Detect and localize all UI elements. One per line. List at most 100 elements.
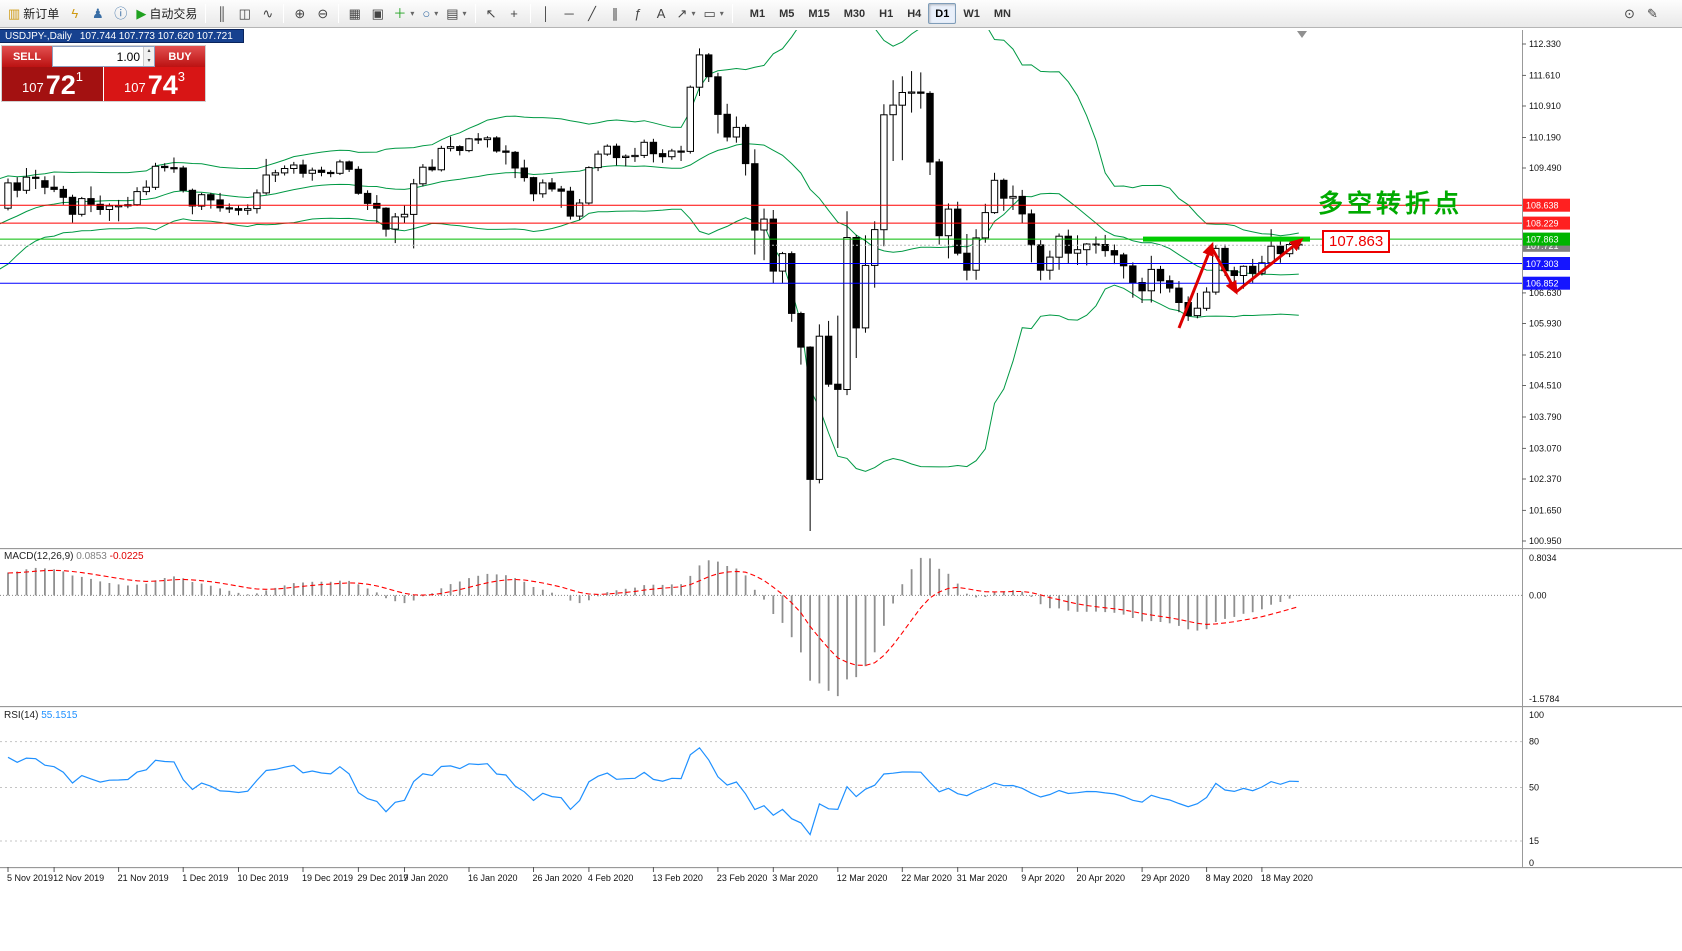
bar-chart-button[interactable]: ║ [210, 2, 233, 25]
svg-text:0: 0 [1529, 858, 1534, 868]
candle [1202, 287, 1211, 311]
candle [1064, 229, 1072, 264]
buy-price-base: 107 [124, 80, 146, 95]
svg-text:10 Dec 2019: 10 Dec 2019 [238, 873, 289, 883]
timeframe-m5-button[interactable]: M5 [779, 7, 795, 20]
volume-increase-button[interactable]: ▴ [144, 47, 154, 57]
zoom-out-button[interactable]: ⊖ [311, 2, 334, 25]
timeframe-m30-button[interactable]: M30 [843, 7, 866, 20]
timeframe-h4-button[interactable]: H4 [907, 7, 922, 20]
candle [363, 190, 372, 210]
trendline-button[interactable]: ╱ [581, 2, 604, 25]
volume-decrease-button[interactable]: ▾ [144, 56, 154, 66]
trend-arrow[interactable] [1210, 247, 1238, 295]
svg-text:105.930: 105.930 [1529, 319, 1562, 329]
buy-button[interactable]: BUY [155, 46, 205, 67]
line-chart-button[interactable]: ∿ [256, 2, 279, 25]
auto-arrange-button[interactable]: ▣ [366, 2, 389, 25]
candlestick-chart-button[interactable]: ◫ [233, 2, 256, 25]
candle [760, 208, 768, 261]
crosshair-icon: + [510, 6, 518, 21]
timeframe-w1-button[interactable]: W1 [963, 7, 980, 20]
timeframe-mn-button[interactable]: MN [993, 7, 1011, 20]
candle [32, 169, 40, 189]
price-tag: 107.863 [1523, 232, 1570, 246]
new-order-button[interactable]: ▥ 新订单 [4, 2, 63, 25]
candle [161, 163, 169, 172]
rsi-pane [0, 741, 1522, 842]
candle [1138, 277, 1146, 303]
arrows-tool-button[interactable]: ↗ ▾ [673, 2, 700, 25]
rsi-line [7, 746, 1299, 836]
data-window-button[interactable]: ⓘ [109, 2, 132, 25]
zoom-in-button[interactable]: ⊕ [288, 2, 311, 25]
candle [631, 147, 639, 162]
trend-arrow[interactable] [1235, 237, 1304, 294]
cursor-button[interactable]: ↖ [480, 2, 503, 25]
candle [852, 234, 860, 358]
macd-signal-line [7, 569, 1299, 666]
rsi-indicator-label: RSI(14) 55.1515 [4, 710, 77, 721]
candle [428, 159, 436, 172]
svg-text:3 Mar 2020: 3 Mar 2020 [772, 873, 818, 883]
svg-text:101.650: 101.650 [1529, 505, 1562, 515]
metaquotes-button[interactable]: ϟ [63, 2, 86, 25]
timeframe-h1-button[interactable]: H1 [879, 7, 894, 20]
candle [612, 143, 621, 166]
horizontal-line-button[interactable]: ─ [558, 2, 581, 25]
resistance-level-bar[interactable] [1143, 236, 1310, 242]
candle [714, 72, 722, 134]
candle [695, 48, 704, 96]
svg-text:109.490: 109.490 [1529, 163, 1562, 173]
macd-signal-value: -0.0225 [109, 551, 144, 562]
sell-price-button[interactable]: 107 72 1 [2, 67, 103, 101]
vertical-line-button[interactable]: │ [535, 2, 558, 25]
timeframe-m1-button[interactable]: M1 [749, 7, 766, 20]
bollinger-bands [0, 30, 1299, 472]
sell-button[interactable]: SELL [2, 46, 52, 67]
candle [151, 162, 160, 190]
candle [410, 178, 418, 249]
svg-text:16 Jan 2020: 16 Jan 2020 [468, 873, 518, 883]
edit-button[interactable]: ✎ [1641, 2, 1664, 25]
fibonacci-button[interactable]: ƒ [627, 2, 650, 25]
buy-price-button[interactable]: 107 74 3 [104, 67, 205, 101]
autotrading-button[interactable]: ▶ 自动交易 [132, 2, 201, 25]
text-tool-button[interactable]: A [650, 2, 673, 25]
shapes-tool-button[interactable]: ▭ ▾ [699, 2, 727, 25]
periods-button[interactable]: ○ ▾ [418, 2, 442, 25]
candle [354, 166, 363, 195]
macd-pane [0, 557, 1522, 697]
turning-point-annotation[interactable]: 多空转折点 [1318, 190, 1464, 218]
chart-shift-marker[interactable] [1297, 31, 1307, 38]
candle [336, 159, 344, 175]
timeframe-d1-button[interactable]: D1 [928, 3, 957, 24]
candle [41, 176, 49, 195]
svg-text:104.510: 104.510 [1529, 381, 1562, 391]
templates-button[interactable]: ▤ ▾ [442, 2, 470, 25]
indicators-button[interactable]: ＋ ▾ [389, 2, 418, 25]
crosshair-button[interactable]: + [503, 2, 526, 25]
toolbar-separator [731, 4, 733, 23]
candle [520, 159, 528, 182]
metaquotes-icon: ϟ [71, 6, 79, 21]
svg-text:5 Nov 2019: 5 Nov 2019 [7, 873, 53, 883]
svg-text:106.630: 106.630 [1529, 288, 1562, 298]
search-button[interactable]: ⊙ [1618, 2, 1641, 25]
candle [1073, 235, 1082, 265]
community-button[interactable]: ♟ [86, 2, 109, 25]
timeframe-m15-button[interactable]: M15 [808, 7, 830, 20]
candle [1036, 240, 1045, 281]
channel-button[interactable]: ∥ [604, 2, 627, 25]
volume-input[interactable] [53, 47, 143, 66]
rsi-value: 55.1515 [41, 710, 78, 721]
price-level-label[interactable]: 107.863 [1322, 230, 1391, 253]
trend-arrow[interactable] [1177, 241, 1214, 329]
search-icon: ⊙ [1624, 6, 1635, 21]
chevron-down-icon: ▾ [691, 9, 696, 18]
svg-text:-1.5784: -1.5784 [1529, 694, 1560, 704]
tile-windows-button[interactable]: ▦ [343, 2, 366, 25]
